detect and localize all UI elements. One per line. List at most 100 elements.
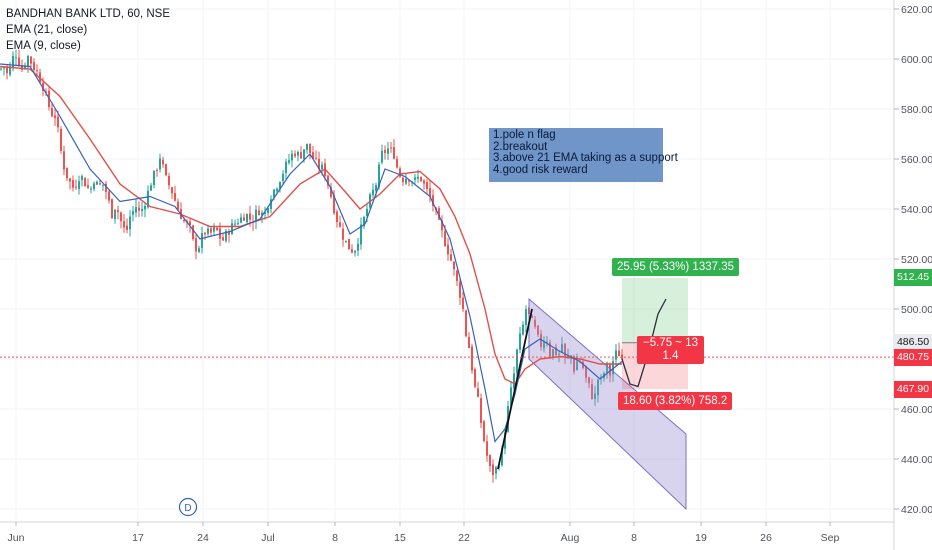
event-marker[interactable]: D [178, 497, 198, 517]
legend-ema9[interactable]: EMA (9, close) [6, 40, 81, 52]
candle-body [213, 227, 215, 232]
candle-body [63, 151, 65, 170]
candle-body [303, 149, 305, 160]
price-tag-last: 480.75 [894, 348, 932, 366]
candle-body [138, 207, 140, 211]
x-tick-label: 24 [197, 532, 209, 544]
x-tick-label: 26 [760, 532, 772, 544]
candle-body [243, 217, 245, 221]
x-axis: Jun 17 24 Jul 8 15 22 Aug 8 19 26 Sep [8, 522, 839, 544]
candle-body [0, 68, 2, 70]
note-line: 2.breakout [493, 140, 548, 153]
candle-body [30, 56, 32, 64]
candle-body [405, 178, 407, 184]
candle-body [618, 350, 620, 357]
candle-body [429, 188, 431, 197]
candle-body [114, 209, 116, 219]
risk-reward-label[interactable]: −5.75 ~ 13 1.4 [637, 336, 704, 364]
target-label[interactable]: 25.95 (5.33%) 1337.35 [612, 258, 740, 276]
candle-body [477, 388, 479, 397]
candle-body [21, 65, 23, 70]
candle-body [183, 219, 185, 222]
candle-body [297, 152, 299, 156]
candle-body [75, 186, 77, 188]
candle-body [588, 377, 590, 384]
candle-body [543, 342, 545, 349]
candle-body [489, 455, 491, 467]
candle-body [126, 225, 128, 231]
candle-body [576, 361, 578, 371]
candle-body [312, 152, 314, 159]
candle-body [480, 398, 482, 423]
candle-body [315, 157, 317, 159]
candle-body [276, 188, 278, 191]
candle-body [261, 212, 263, 216]
candle-body [195, 238, 197, 252]
candle-body [441, 220, 443, 231]
pole-line [497, 308, 533, 470]
candle-body [234, 223, 236, 225]
candle-body [108, 191, 110, 201]
candle-body [54, 115, 56, 119]
y-tick-label: 440.00 [901, 454, 932, 466]
candle-body [51, 108, 53, 117]
y-tick-label: 580.00 [901, 104, 932, 116]
candle-body [147, 190, 149, 208]
candle-body [132, 211, 134, 215]
candle-body [99, 183, 101, 185]
candle-body [378, 164, 380, 187]
candle-body [117, 210, 119, 213]
candles [0, 49, 623, 483]
annotation-note[interactable]: 1.pole n flag 2.breakout 3.above 21 EMA … [489, 128, 678, 182]
candle-body [210, 228, 212, 233]
candle-body [189, 221, 191, 226]
candle-body [222, 237, 224, 241]
candle-body [207, 228, 209, 234]
candle-body [333, 195, 335, 214]
y-tick-label: 560.00 [901, 154, 932, 166]
candle-body [321, 164, 323, 170]
candle-body [519, 333, 521, 350]
ema9-line [0, 63, 623, 443]
candle-body [474, 369, 476, 387]
candle-body [456, 271, 458, 282]
y-tick-label: 500.00 [901, 304, 932, 316]
candle-body [537, 325, 539, 335]
candle-body [345, 240, 347, 242]
candle-body [171, 187, 173, 194]
candle-body [444, 231, 446, 246]
candle-body [273, 189, 275, 198]
risk-reward-line1: −5.75 ~ 13 [643, 337, 698, 349]
candle-body [231, 223, 233, 235]
candle-body [282, 173, 284, 181]
candle-body [249, 213, 251, 220]
candle-body [597, 379, 599, 396]
y-tick-label: 620.00 [901, 4, 932, 16]
legend-symbol[interactable]: BANDHAN BANK LTD, 60, NSE [6, 8, 171, 20]
candle-body [465, 310, 467, 337]
candle-body [84, 177, 86, 187]
note-line: 4.good risk reward [493, 163, 588, 176]
y-axis: 420.00440.00460.00480.00500.00520.00540.… [894, 4, 932, 516]
legend-ema21[interactable]: EMA (21, close) [6, 24, 88, 36]
candle-body [15, 57, 17, 59]
candle-body [468, 336, 470, 349]
candle-body [585, 366, 587, 378]
x-tick-label: 8 [631, 532, 637, 544]
candle-body [111, 199, 113, 219]
candle-body [495, 467, 497, 474]
candle-body [546, 341, 548, 343]
candle-body [42, 82, 44, 92]
x-tick-label: 8 [332, 532, 338, 544]
stop-label[interactable]: 18.60 (3.82%) 758.2 [618, 392, 733, 410]
candle-body [510, 387, 512, 407]
candle-body [540, 334, 542, 347]
candle-body [396, 158, 398, 168]
chart-legend: BANDHAN BANK LTD, 60, NSE EMA (21, close… [6, 6, 170, 54]
candle-body [567, 355, 569, 357]
candle-body [339, 222, 341, 227]
projection-path [621, 298, 667, 388]
candle-body [534, 319, 536, 327]
candle-body [375, 185, 377, 191]
